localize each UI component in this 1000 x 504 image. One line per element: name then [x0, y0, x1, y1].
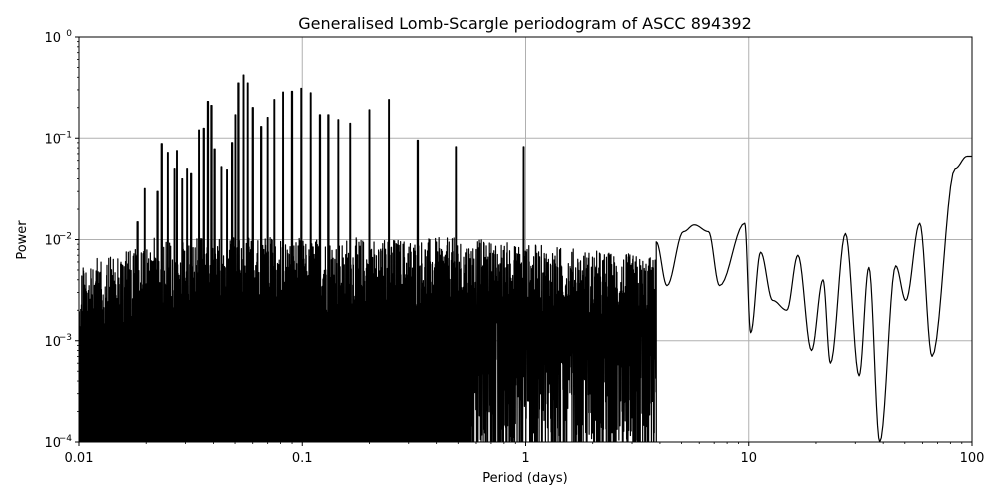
x-tick-label: 1: [521, 451, 529, 466]
periodogram-line: [79, 74, 972, 442]
x-tick-label: 10: [740, 451, 757, 466]
y-tick-exponent: 0: [66, 29, 72, 39]
y-tick-exponent: −1: [59, 130, 72, 140]
x-tick-label: 0.1: [292, 451, 313, 466]
chart-title: Generalised Lomb-Scargle periodogram of …: [298, 14, 752, 33]
y-axis-ticks: 10−410−310−210−110 0: [44, 29, 79, 451]
y-tick-label: 10: [44, 436, 61, 451]
y-tick-exponent: −2: [59, 232, 72, 242]
power-series: [79, 74, 972, 442]
y-tick-label: 10: [44, 234, 61, 249]
y-tick-label: 10: [44, 31, 61, 46]
x-tick-label: 100: [960, 451, 985, 466]
y-tick-label: 10: [44, 335, 61, 350]
y-tick-exponent: −4: [59, 434, 73, 444]
y-tick-label: 10: [44, 132, 61, 147]
y-tick-exponent: −3: [59, 333, 72, 343]
x-axis-label: Period (days): [482, 471, 568, 486]
x-tick-label: 0.01: [65, 451, 94, 466]
y-axis-label: Power: [15, 220, 30, 260]
x-axis-ticks: 0.01 0.1 1 10 100: [65, 442, 985, 466]
